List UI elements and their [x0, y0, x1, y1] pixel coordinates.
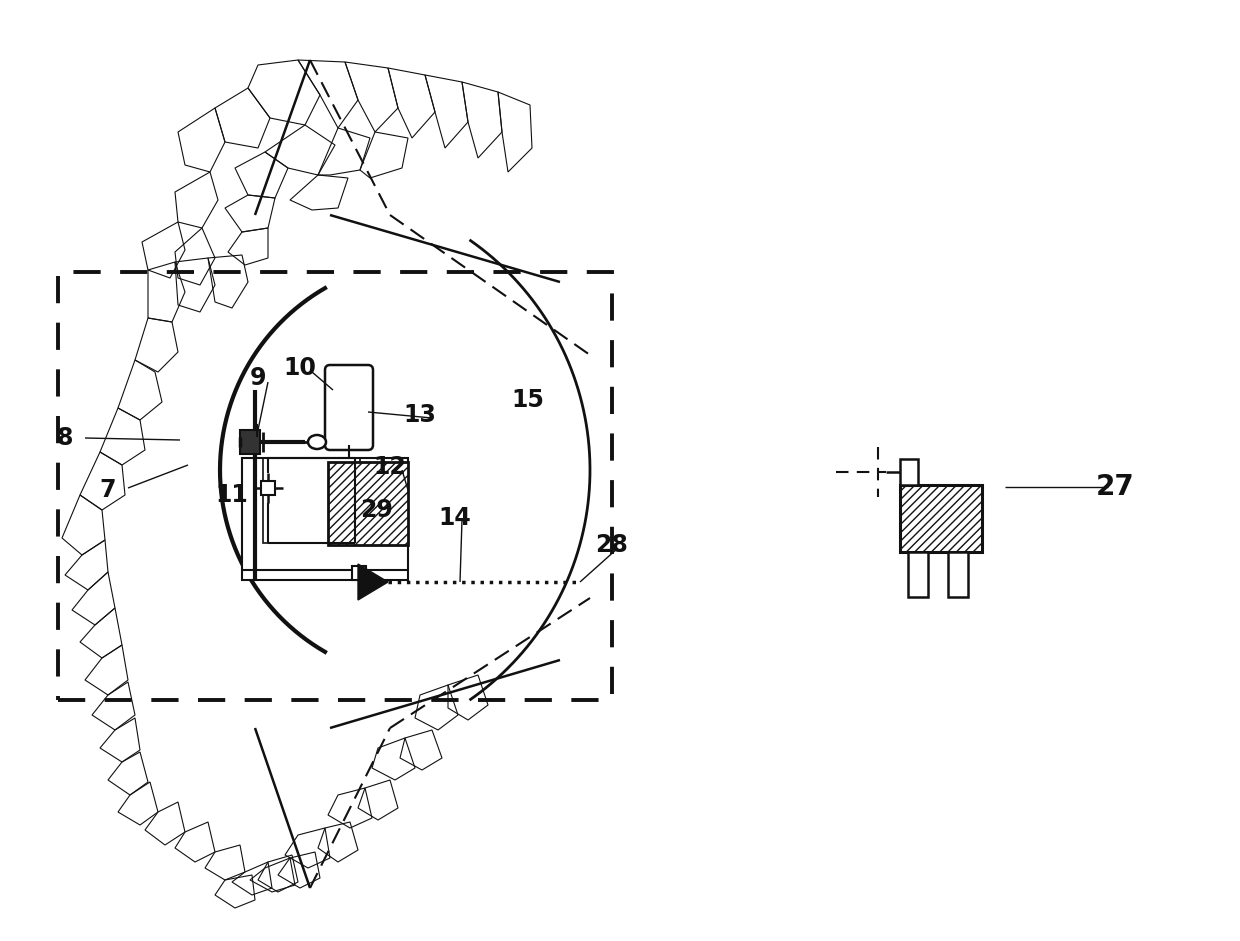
Text: 10: 10	[284, 356, 316, 380]
FancyBboxPatch shape	[325, 365, 373, 450]
Bar	[263, 458, 360, 543]
Text: 9: 9	[249, 366, 267, 390]
Text: 11: 11	[216, 483, 248, 507]
Bar	[260, 481, 275, 495]
Bar	[900, 459, 918, 485]
Polygon shape	[358, 564, 388, 600]
Bar	[329, 462, 408, 545]
Text: 28: 28	[595, 533, 629, 557]
Text: 12: 12	[373, 455, 407, 479]
Text: 27: 27	[1096, 473, 1135, 501]
Text: 7: 7	[99, 478, 117, 502]
Text: 29: 29	[361, 498, 393, 522]
Bar	[241, 430, 260, 454]
Text: 8: 8	[57, 426, 73, 450]
Text: 13: 13	[403, 403, 436, 427]
Bar	[908, 552, 928, 597]
Text: 15: 15	[512, 388, 544, 412]
Bar	[242, 458, 408, 580]
Bar	[900, 485, 982, 552]
Bar	[352, 566, 366, 580]
Ellipse shape	[308, 435, 326, 449]
Bar	[949, 552, 968, 597]
Bar	[58, 272, 613, 700]
Text: 14: 14	[439, 506, 471, 530]
